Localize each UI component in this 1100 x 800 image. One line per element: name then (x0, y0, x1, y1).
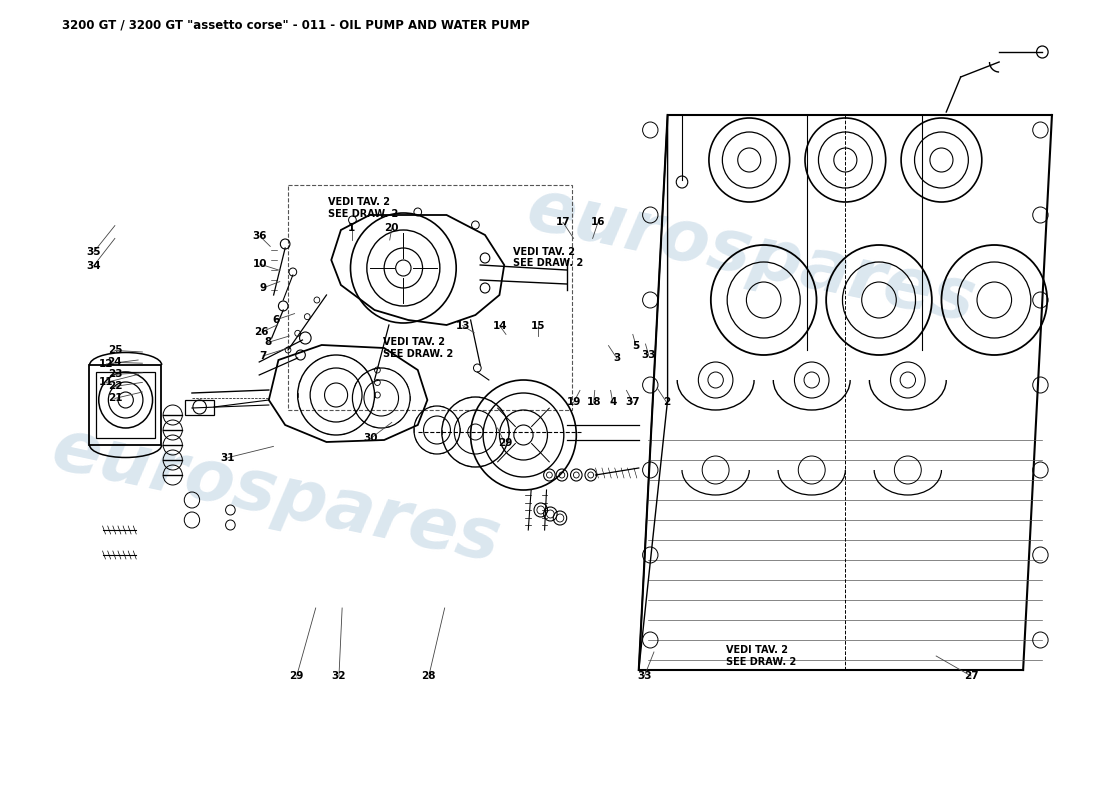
Text: 5: 5 (632, 341, 639, 350)
Text: VEDI TAV. 2
SEE DRAW. 2: VEDI TAV. 2 SEE DRAW. 2 (726, 645, 796, 667)
Text: 24: 24 (108, 358, 122, 367)
Text: VEDI TAV. 2
SEE DRAW. 2: VEDI TAV. 2 SEE DRAW. 2 (329, 198, 398, 218)
Text: 34: 34 (87, 261, 101, 270)
Text: 32: 32 (332, 671, 346, 681)
Text: 15: 15 (530, 321, 544, 330)
Text: 33: 33 (637, 671, 651, 681)
Text: 3: 3 (614, 354, 620, 363)
Text: 19: 19 (566, 398, 581, 407)
Text: 29: 29 (289, 671, 304, 681)
Text: VEDI TAV. 2
SEE DRAW. 2: VEDI TAV. 2 SEE DRAW. 2 (514, 247, 584, 268)
Text: eurospares: eurospares (45, 414, 506, 578)
Text: 25: 25 (108, 346, 122, 355)
Text: 33: 33 (641, 350, 656, 360)
Text: 6: 6 (272, 315, 279, 325)
Text: 29: 29 (497, 438, 513, 448)
Text: 10: 10 (252, 259, 267, 269)
Bar (185, 400, 214, 415)
Text: eurospares: eurospares (520, 174, 981, 338)
Text: 26: 26 (254, 327, 270, 337)
Text: 16: 16 (591, 218, 605, 227)
Text: 36: 36 (252, 231, 267, 241)
Bar (288, 185, 572, 410)
Text: 28: 28 (421, 671, 436, 681)
Text: 2: 2 (663, 398, 670, 407)
Text: 1: 1 (348, 223, 355, 233)
Text: 37: 37 (626, 398, 640, 407)
Text: 31: 31 (221, 453, 235, 462)
Text: 23: 23 (108, 370, 122, 379)
Bar (96, 372, 155, 438)
Text: 13: 13 (455, 321, 470, 330)
Text: 9: 9 (260, 283, 266, 293)
Text: 8: 8 (264, 338, 272, 347)
Text: 22: 22 (108, 382, 122, 391)
Text: 3200 GT / 3200 GT "assetto corse" - 011 - OIL PUMP AND WATER PUMP: 3200 GT / 3200 GT "assetto corse" - 011 … (63, 18, 530, 31)
Text: 35: 35 (87, 247, 101, 257)
Text: 14: 14 (493, 321, 507, 330)
Text: 7: 7 (260, 351, 266, 361)
Text: 21: 21 (108, 394, 122, 403)
Text: 11: 11 (99, 378, 113, 387)
Text: 30: 30 (363, 434, 378, 443)
Text: 17: 17 (556, 218, 571, 227)
Bar (89, 365, 162, 445)
Text: 4: 4 (609, 398, 616, 407)
Text: 20: 20 (385, 223, 399, 233)
Text: 18: 18 (586, 398, 601, 407)
Text: 12: 12 (99, 359, 113, 369)
Text: VEDI TAV. 2
SEE DRAW. 2: VEDI TAV. 2 SEE DRAW. 2 (384, 338, 453, 358)
Text: 27: 27 (964, 671, 978, 681)
